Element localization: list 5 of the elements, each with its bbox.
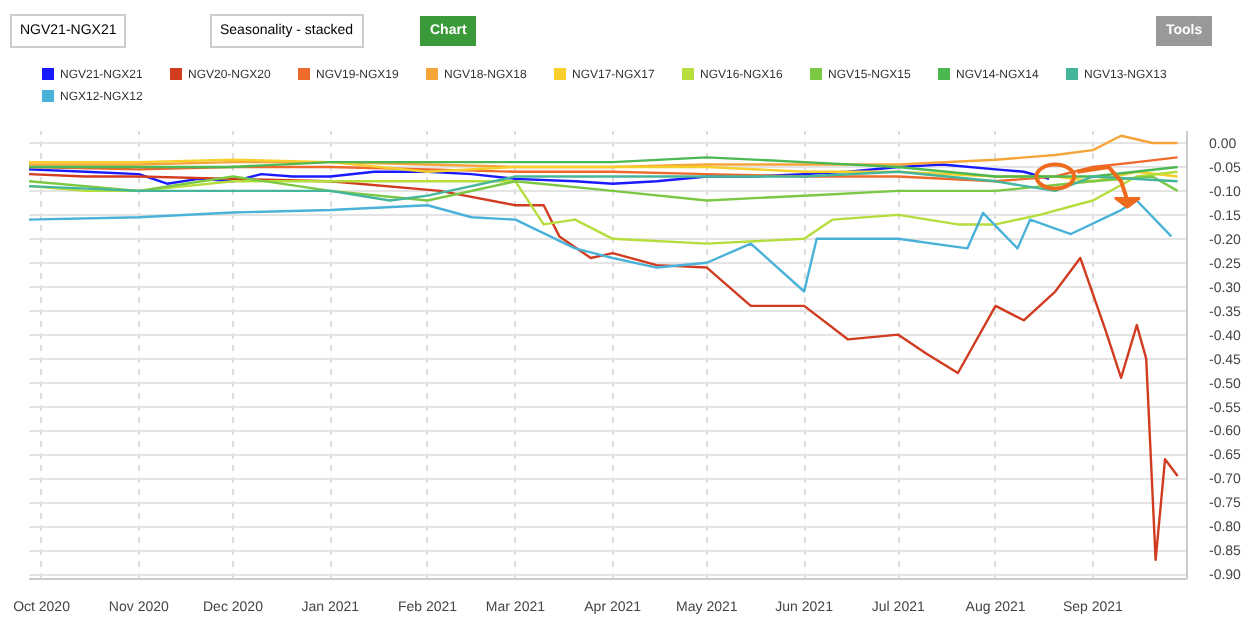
line-series (29, 170, 1179, 245)
line-series (29, 158, 1179, 183)
line-series (29, 156, 1179, 178)
line-series (29, 172, 1179, 562)
line-series (29, 199, 1173, 293)
